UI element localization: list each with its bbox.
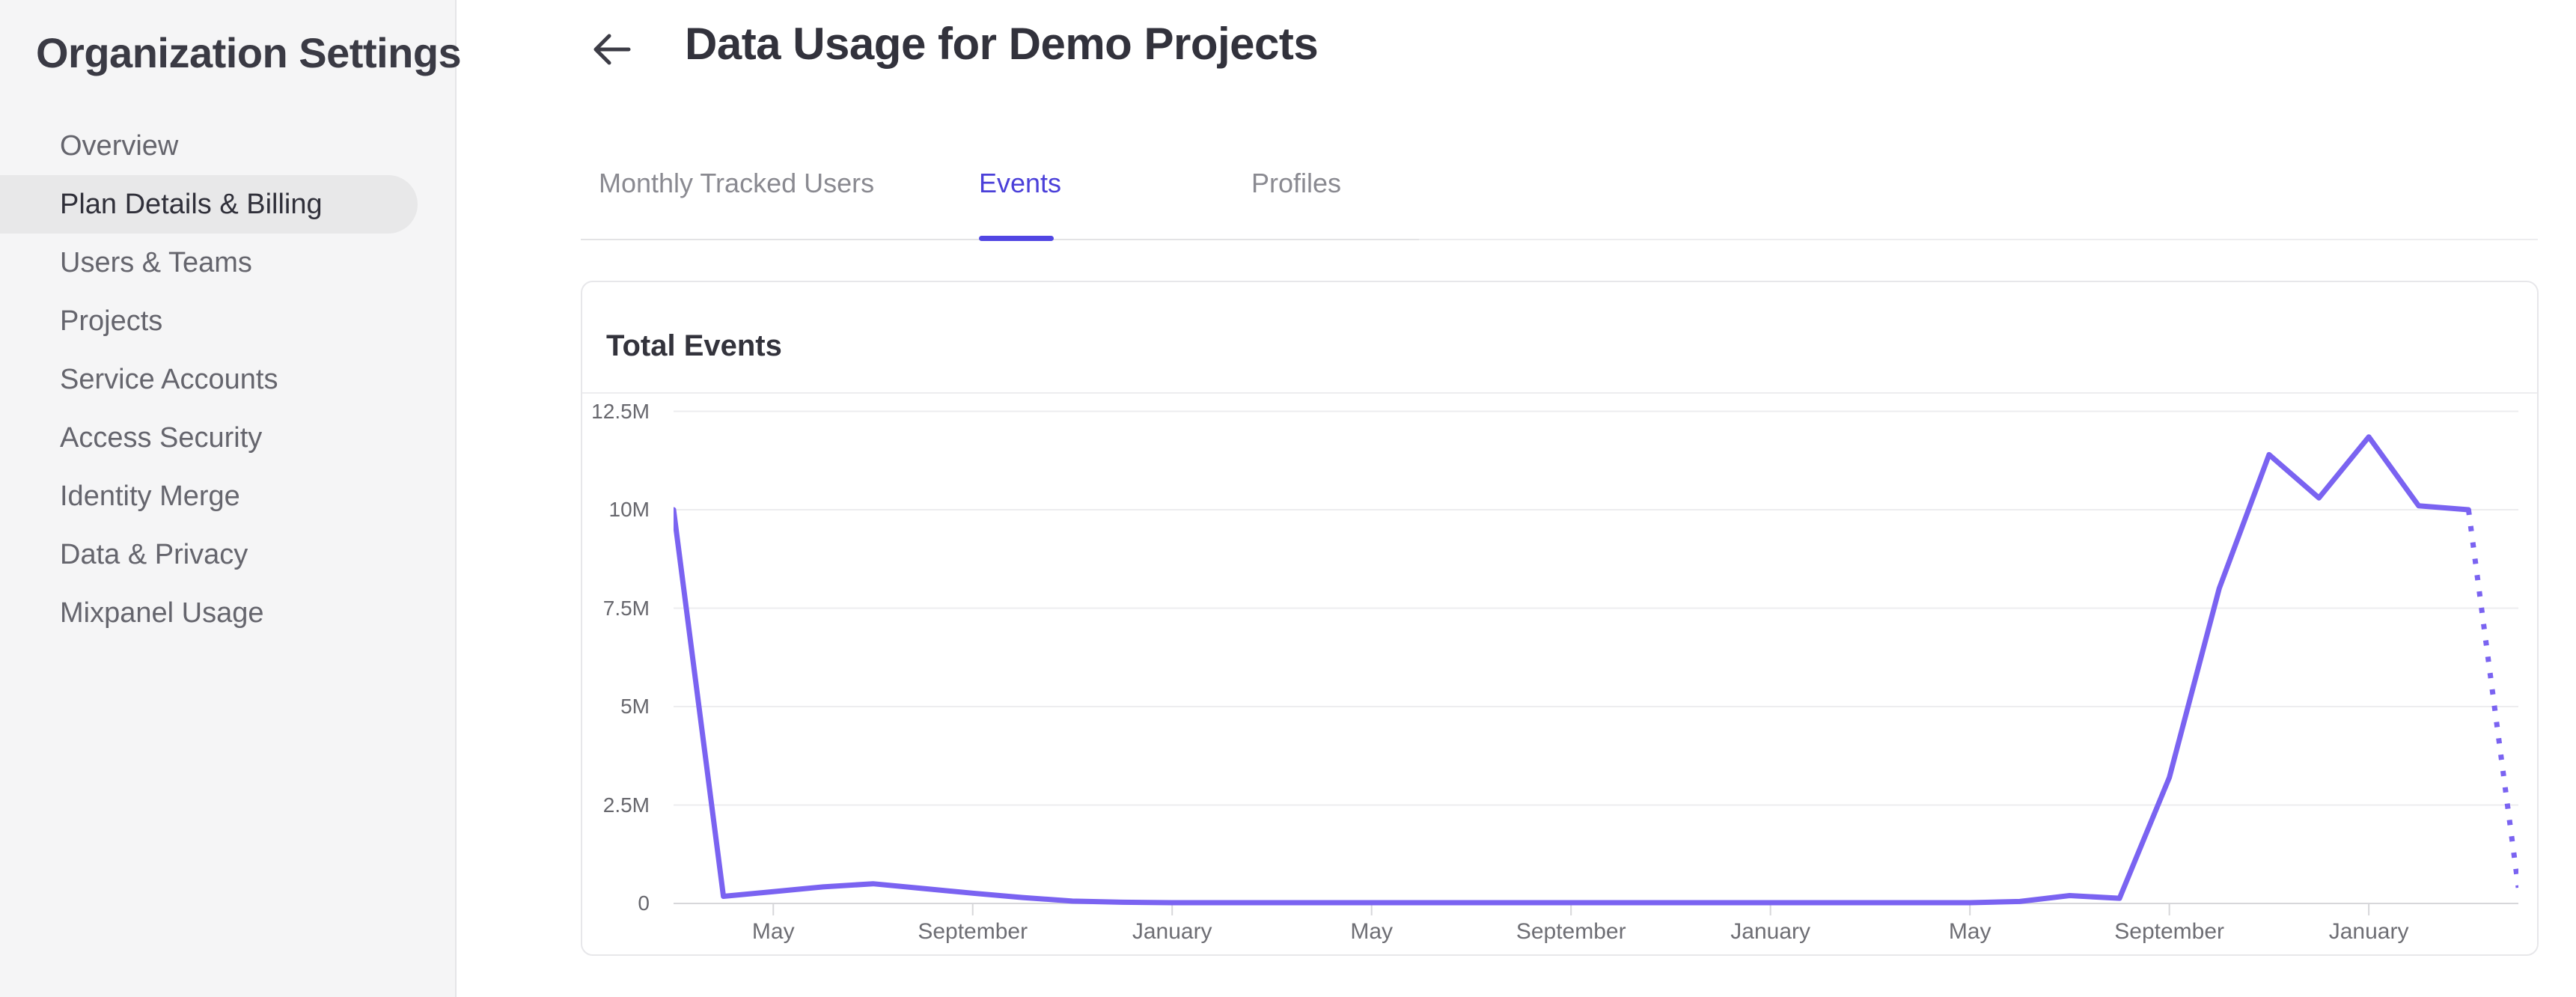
sidebar-title: Organization Settings [36, 29, 462, 76]
y-axis-label-7.5M: 7.5M [602, 596, 650, 620]
active-tab-underline [979, 236, 1054, 241]
x-axis-label-may: May [1350, 919, 1394, 944]
sidebar-item-access-security[interactable]: Access Security [0, 409, 457, 467]
chart-title: Total Events [606, 329, 782, 362]
tabs-divider [581, 239, 2538, 240]
page-title: Data Usage for Demo Projects [685, 19, 1319, 69]
x-axis-label-january: January [1132, 919, 1212, 944]
sidebar-item-data-privacy[interactable]: Data & Privacy [0, 525, 457, 584]
y-axis-label-0: 0 [638, 891, 650, 915]
sidebar-item-users-teams[interactable]: Users & Teams [0, 234, 457, 292]
sidebar-item-label: Identity Merge [60, 480, 240, 512]
tab-events[interactable]: Events [979, 168, 1062, 198]
back-arrow-icon [593, 34, 631, 65]
sidebar-item-label: Service Accounts [60, 363, 278, 395]
card-header-divider [582, 392, 2537, 394]
y-axis-label-5M: 5M [620, 695, 650, 718]
events-line-solid [674, 434, 2471, 906]
x-axis-label-september: September [1516, 919, 1626, 944]
sidebar-nav: Overview Plan Details & Billing Users & Te… [0, 117, 457, 642]
sidebar-item-projects[interactable]: Projects [0, 292, 457, 350]
sidebar-item-label: Projects [60, 305, 163, 337]
sidebar-item-label: Plan Details & Billing [60, 188, 323, 220]
back-button[interactable] [590, 30, 635, 69]
sidebar-item-label: Access Security [60, 421, 263, 454]
tab-monthly-tracked-users[interactable]: Monthly Tracked Users [599, 168, 875, 198]
sidebar-item-plan-details-billing[interactable]: Plan Details & Billing [0, 175, 457, 234]
tab-profiles[interactable]: Profiles [1251, 168, 1342, 198]
line-chart-plot [674, 410, 2518, 915]
y-axis-label-10M: 10M [608, 498, 650, 521]
selected-item-highlight [0, 175, 418, 234]
sidebar-item-label: Mixpanel Usage [60, 597, 264, 629]
x-axis-label-may: May [751, 919, 795, 944]
sidebar-item-label: Data & Privacy [60, 538, 248, 570]
y-axis-label-2.5M: 2.5M [602, 793, 650, 817]
y-axis-label-12.5M: 12.5M [591, 399, 650, 423]
sidebar-item-mixpanel-usage[interactable]: Mixpanel Usage [0, 584, 457, 642]
x-axis-label-september: September [2114, 919, 2225, 944]
sidebar-item-label: Overview [60, 129, 179, 162]
x-axis-label-january: January [1730, 919, 1811, 944]
x-axis-label-january: January [2328, 919, 2409, 944]
sidebar-item-identity-merge[interactable]: Identity Merge [0, 467, 457, 525]
x-axis-label-may: May [1948, 919, 1991, 944]
sidebar-item-label: Users & Teams [60, 246, 252, 278]
events-line-dotted-projection [2465, 509, 2518, 888]
sidebar: Organization Settings Overview Plan Detai… [0, 0, 462, 997]
sidebar-item-overview[interactable]: Overview [0, 117, 457, 175]
sidebar-item-service-accounts[interactable]: Service Accounts [0, 350, 457, 409]
x-axis-label-september: September [918, 919, 1028, 944]
